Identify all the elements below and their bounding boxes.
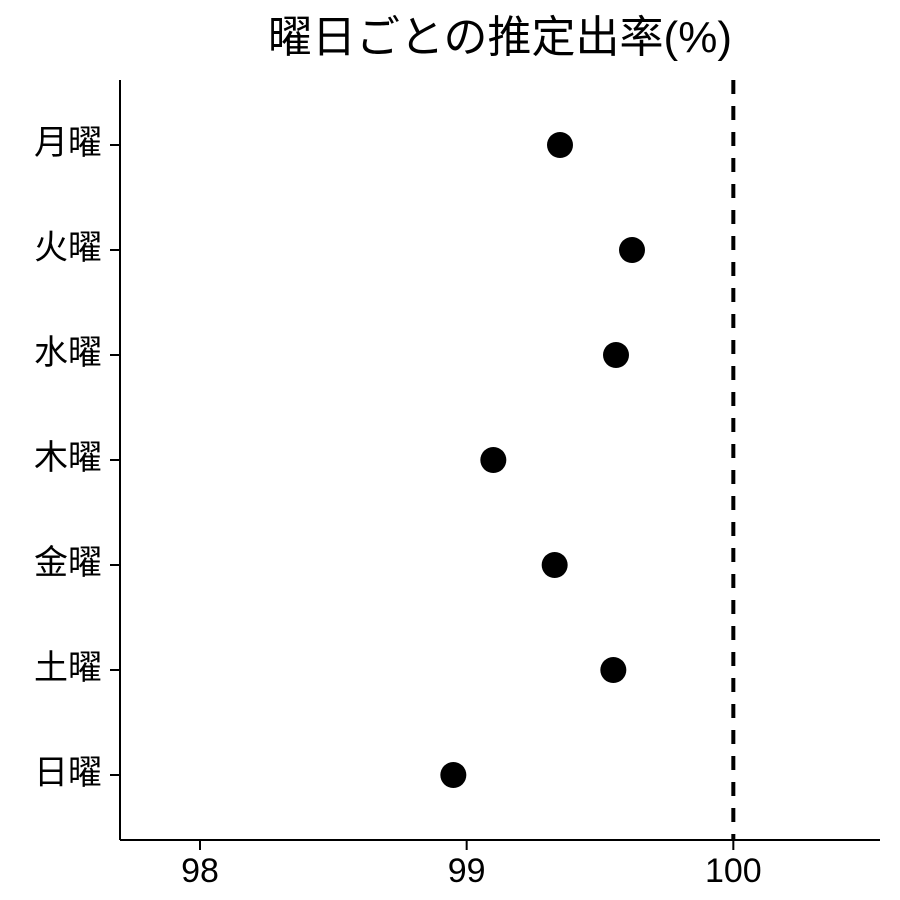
- chart-container: 曜日ごとの推定出率(%) 98 99 100 月曜火曜水曜木曜金曜土曜日曜: [0, 0, 900, 900]
- y-tick-label: 木曜: [34, 439, 102, 477]
- data-point: [619, 237, 645, 263]
- y-tick-label: 月曜: [34, 124, 102, 162]
- x-tick-label: 99: [448, 852, 486, 890]
- x-tick-label: 98: [181, 852, 219, 890]
- y-tick-label: 土曜: [34, 649, 102, 687]
- data-point: [440, 762, 466, 788]
- dot-chart: 曜日ごとの推定出率(%) 98 99 100 月曜火曜水曜木曜金曜土曜日曜: [0, 0, 900, 900]
- y-tick-label: 水曜: [34, 334, 102, 372]
- chart-title: 曜日ごとの推定出率(%): [268, 13, 732, 62]
- data-point: [603, 342, 629, 368]
- y-tick-label: 金曜: [34, 544, 102, 582]
- data-point: [542, 552, 568, 578]
- y-tick-label: 日曜: [34, 754, 102, 792]
- data-point: [600, 657, 626, 683]
- y-tick-label: 火曜: [34, 229, 102, 267]
- x-tick-label: 100: [705, 852, 762, 890]
- data-point: [547, 132, 573, 158]
- data-point: [480, 447, 506, 473]
